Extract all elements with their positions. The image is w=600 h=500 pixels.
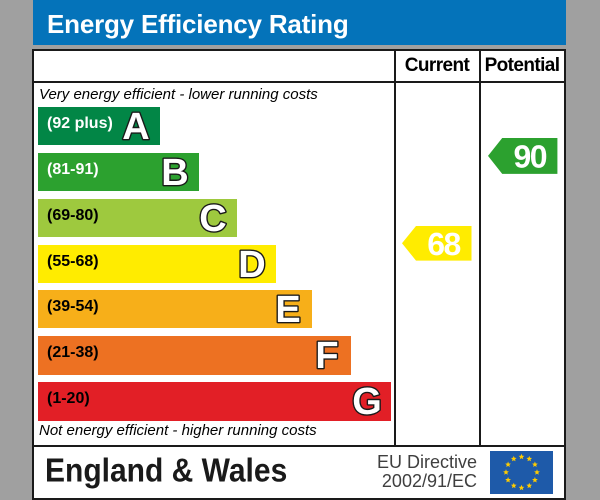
svg-text:C: C	[199, 198, 226, 238]
svg-text:68: 68	[427, 226, 460, 261]
svg-text:B: B	[161, 152, 188, 192]
svg-text:E: E	[275, 289, 300, 329]
svg-text:A: A	[122, 106, 149, 146]
svg-text:90: 90	[513, 138, 546, 174]
svg-text:D: D	[238, 244, 265, 284]
svg-text:F: F	[315, 335, 338, 375]
svg-text:G: G	[352, 381, 382, 421]
